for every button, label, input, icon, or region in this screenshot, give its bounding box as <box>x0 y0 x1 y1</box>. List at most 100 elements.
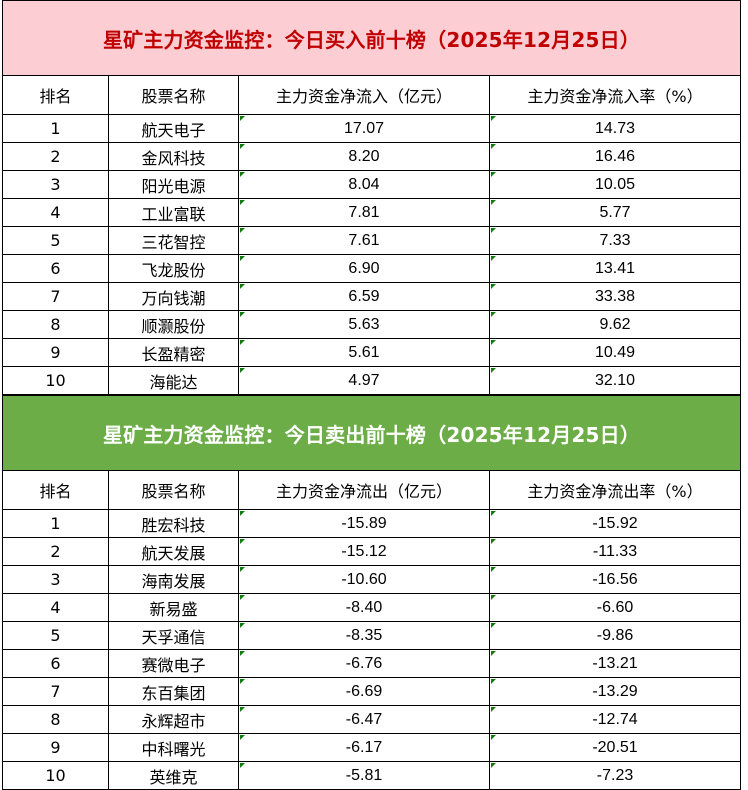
table-row[interactable]: 1 航天电子 17.07 14.73 <box>2 114 742 143</box>
cell-rank[interactable]: 2 <box>2 537 109 566</box>
cell-net-outflow[interactable]: -15.12 <box>238 537 490 566</box>
table-row[interactable]: 6 赛微电子 -6.76 -13.21 <box>2 649 742 678</box>
table-row[interactable]: 2 金风科技 8.20 16.46 <box>2 142 742 171</box>
table-row[interactable]: 9 中科曙光 -6.17 -20.51 <box>2 733 742 762</box>
sell-table-banner-row: 星矿主力资金监控：今日卖出前十榜（2025年12月25日） <box>1 395 742 471</box>
cell-rank[interactable]: 5 <box>2 621 109 650</box>
cell-net-outflow[interactable]: -6.76 <box>238 649 490 678</box>
cell-stock-name[interactable]: 长盈精密 <box>108 338 239 367</box>
cell-stock-name[interactable]: 金风科技 <box>108 142 239 171</box>
cell-rank[interactable]: 8 <box>2 705 109 734</box>
cell-rank[interactable]: 4 <box>2 198 109 227</box>
table-row[interactable]: 7 东百集团 -6.69 -13.29 <box>2 677 742 706</box>
cell-net-outflow[interactable]: -10.60 <box>238 565 490 594</box>
cell-net-inflow[interactable]: 5.61 <box>238 338 490 367</box>
table-row[interactable]: 3 阳光电源 8.04 10.05 <box>2 170 742 199</box>
cell-net-outflow[interactable]: -6.47 <box>238 705 490 734</box>
cell-net-inflow-rate[interactable]: 32.10 <box>488 366 742 395</box>
table-row[interactable]: 8 永辉超市 -6.47 -12.74 <box>2 705 742 734</box>
cell-net-outflow-rate[interactable]: -6.60 <box>488 593 742 622</box>
table-row[interactable]: 9 长盈精密 5.61 10.49 <box>2 338 742 367</box>
cell-stock-name[interactable]: 航天发展 <box>108 537 239 566</box>
cell-net-inflow-rate[interactable]: 5.77 <box>488 198 742 227</box>
cell-net-inflow[interactable]: 7.81 <box>238 198 490 227</box>
cell-net-inflow[interactable]: 4.97 <box>238 366 490 395</box>
cell-rank[interactable]: 2 <box>2 142 109 171</box>
table-row[interactable]: 10 海能达 4.97 32.10 <box>2 366 742 395</box>
cell-rank[interactable]: 7 <box>2 282 109 311</box>
cell-net-outflow-rate[interactable]: -13.29 <box>488 677 742 706</box>
cell-net-inflow-rate[interactable]: 10.05 <box>488 170 742 199</box>
cell-stock-name[interactable]: 海南发展 <box>108 565 239 594</box>
buy-table-header-row: 排名 股票名称 主力资金净流入（亿元） 主力资金净流入率（%） <box>2 75 742 115</box>
cell-stock-name[interactable]: 航天电子 <box>108 114 239 143</box>
cell-net-outflow-rate[interactable]: -16.56 <box>488 565 742 594</box>
cell-rank[interactable]: 3 <box>2 170 109 199</box>
cell-stock-name[interactable]: 永辉超市 <box>108 705 239 734</box>
cell-stock-name[interactable]: 万向钱潮 <box>108 282 239 311</box>
buy-header-name: 股票名称 <box>108 75 239 115</box>
cell-stock-name[interactable]: 新易盛 <box>108 593 239 622</box>
sell-ranking-table: 星矿主力资金监控：今日卖出前十榜（2025年12月25日） 排名 股票名称 主力… <box>1 395 742 790</box>
cell-net-inflow-rate[interactable]: 13.41 <box>488 254 742 283</box>
table-row[interactable]: 5 天孚通信 -8.35 -9.86 <box>2 621 742 650</box>
cell-net-outflow-rate[interactable]: -11.33 <box>488 537 742 566</box>
cell-rank[interactable]: 1 <box>2 509 109 538</box>
cell-rank[interactable]: 6 <box>2 649 109 678</box>
cell-rank[interactable]: 7 <box>2 677 109 706</box>
cell-net-outflow-rate[interactable]: -13.21 <box>488 649 742 678</box>
cell-net-inflow-rate[interactable]: 33.38 <box>488 282 742 311</box>
cell-rank[interactable]: 6 <box>2 254 109 283</box>
table-row[interactable]: 1 胜宏科技 -15.89 -15.92 <box>2 509 742 538</box>
cell-net-inflow[interactable]: 8.04 <box>238 170 490 199</box>
cell-net-outflow[interactable]: -15.89 <box>238 509 490 538</box>
cell-net-outflow-rate[interactable]: -9.86 <box>488 621 742 650</box>
cell-net-outflow[interactable]: -6.17 <box>238 733 490 762</box>
cell-net-outflow-rate[interactable]: -12.74 <box>488 705 742 734</box>
table-row[interactable]: 4 工业富联 7.81 5.77 <box>2 198 742 227</box>
cell-rank[interactable]: 1 <box>2 114 109 143</box>
cell-net-inflow-rate[interactable]: 9.62 <box>488 310 742 339</box>
cell-stock-name[interactable]: 顺灏股份 <box>108 310 239 339</box>
cell-net-inflow[interactable]: 6.90 <box>238 254 490 283</box>
cell-rank[interactable]: 9 <box>2 338 109 367</box>
cell-net-inflow-rate[interactable]: 14.73 <box>488 114 742 143</box>
table-row[interactable]: 7 万向钱潮 6.59 33.38 <box>2 282 742 311</box>
cell-net-outflow[interactable]: -8.40 <box>238 593 490 622</box>
cell-net-outflow-rate[interactable]: -15.92 <box>488 509 742 538</box>
cell-rank[interactable]: 9 <box>2 733 109 762</box>
cell-rank[interactable]: 3 <box>2 565 109 594</box>
cell-stock-name[interactable]: 赛微电子 <box>108 649 239 678</box>
cell-stock-name[interactable]: 天孚通信 <box>108 621 239 650</box>
cell-rank[interactable]: 5 <box>2 226 109 255</box>
table-row[interactable]: 2 航天发展 -15.12 -11.33 <box>2 537 742 566</box>
cell-rank[interactable]: 8 <box>2 310 109 339</box>
table-row[interactable]: 3 海南发展 -10.60 -16.56 <box>2 565 742 594</box>
cell-stock-name[interactable]: 海能达 <box>108 366 239 395</box>
table-row[interactable]: 8 顺灏股份 5.63 9.62 <box>2 310 742 339</box>
cell-stock-name[interactable]: 三花智控 <box>108 226 239 255</box>
cell-net-inflow-rate[interactable]: 7.33 <box>488 226 742 255</box>
cell-stock-name[interactable]: 胜宏科技 <box>108 509 239 538</box>
table-row[interactable]: 5 三花智控 7.61 7.33 <box>2 226 742 255</box>
cell-net-outflow[interactable]: -6.69 <box>238 677 490 706</box>
cell-net-inflow-rate[interactable]: 16.46 <box>488 142 742 171</box>
cell-net-inflow[interactable]: 5.63 <box>238 310 490 339</box>
cell-net-inflow-rate[interactable]: 10.49 <box>488 338 742 367</box>
table-row[interactable]: 6 飞龙股份 6.90 13.41 <box>2 254 742 283</box>
cell-net-outflow-rate[interactable]: -20.51 <box>488 733 742 762</box>
cell-net-inflow[interactable]: 8.20 <box>238 142 490 171</box>
cell-stock-name[interactable]: 阳光电源 <box>108 170 239 199</box>
cell-rank[interactable]: 4 <box>2 593 109 622</box>
table-row[interactable]: 4 新易盛 -8.40 -6.60 <box>2 593 742 622</box>
cell-stock-name[interactable]: 东百集团 <box>108 677 239 706</box>
cell-stock-name[interactable]: 工业富联 <box>108 198 239 227</box>
cell-net-inflow[interactable]: 7.61 <box>238 226 490 255</box>
cell-net-inflow[interactable]: 6.59 <box>238 282 490 311</box>
cell-net-inflow[interactable]: 17.07 <box>238 114 490 143</box>
cell-stock-name[interactable]: 中科曙光 <box>108 733 239 762</box>
cell-rank[interactable]: 10 <box>2 366 109 395</box>
buy-ranking-table: 星矿主力资金监控：今日买入前十榜（2025年12月25日） 排名 股票名称 主力… <box>1 0 742 395</box>
cell-stock-name[interactable]: 飞龙股份 <box>108 254 239 283</box>
cell-net-outflow[interactable]: -8.35 <box>238 621 490 650</box>
